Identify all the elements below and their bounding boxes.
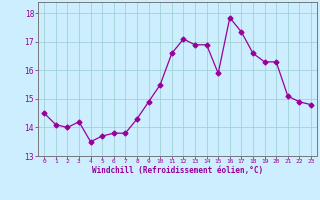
X-axis label: Windchill (Refroidissement éolien,°C): Windchill (Refroidissement éolien,°C) (92, 166, 263, 175)
